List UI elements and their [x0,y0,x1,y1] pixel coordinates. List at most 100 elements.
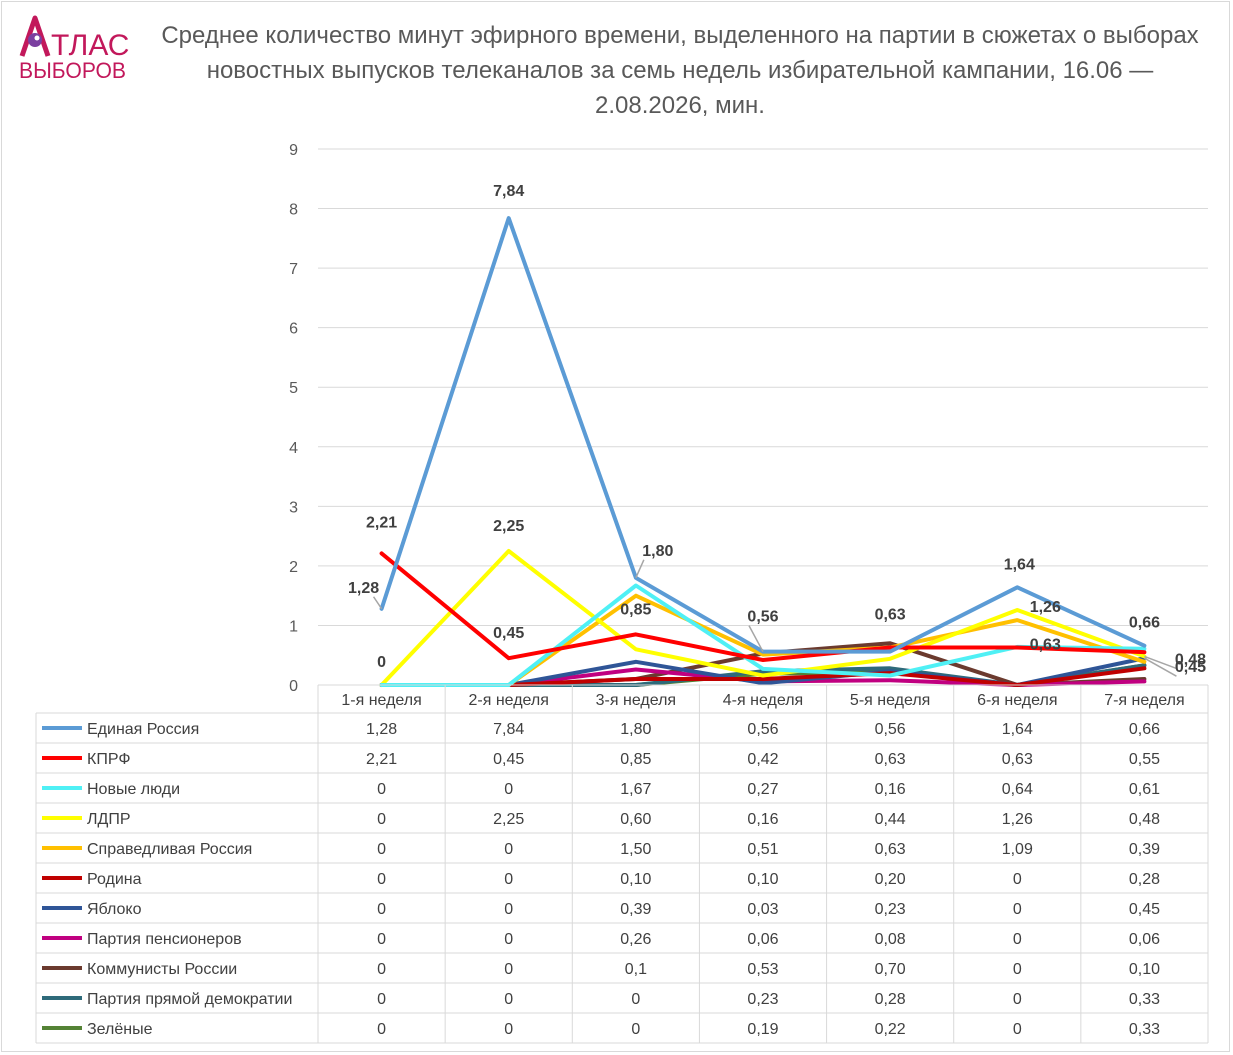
table-cell: 0 [504,781,513,798]
table-cell: 0,26 [620,931,651,948]
data-label: 0 [377,654,386,671]
table-cell: 0 [1013,931,1022,948]
table-cell: 0 [377,991,386,1008]
data-label-leader [1144,655,1177,670]
legend-label: Справедливая Россия [87,841,252,858]
chart-title: Среднее количество минут эфирного времен… [161,22,1199,119]
y-tick-label: 1 [289,618,298,635]
table-cell: 0 [1013,871,1022,888]
table-cell: 0 [504,901,513,918]
table-cell: 0,66 [1129,721,1160,738]
legend-label: Новые люди [87,781,180,798]
data-label: 7,84 [493,183,524,200]
table-cell: 0,56 [875,721,906,738]
table-cell: 0 [504,961,513,978]
legend-label: Яблоко [87,901,142,918]
table-cell: 0,53 [747,961,778,978]
table-cell: 1,80 [620,721,651,738]
legend-label: КПРФ [87,751,130,768]
table-cell: 1,50 [620,841,651,858]
table-cell: 0 [377,931,386,948]
data-label: 0,63 [1030,636,1061,653]
table-cell: 0 [377,811,386,828]
data-label: 1,28 [348,580,379,597]
table-cell: 0,19 [747,1021,778,1038]
gridlines [318,148,1208,626]
series-line-0 [379,216,1147,654]
series-line-1 [379,551,1147,662]
data-table: 1-я неделя 2-я неделя 3-я неделя 4-я неделя… [35,684,1209,1044]
table-cell: 0,33 [1129,1021,1160,1038]
table-cell: 0,28 [875,991,906,1008]
category-label: 1-я неделя [341,692,421,709]
y-tick-label: 0 [289,678,298,695]
table-cell: 0,44 [875,811,906,828]
table-cell: 0,70 [875,961,906,978]
table-cell: 0,56 [747,721,778,738]
table-cell: 0 [377,871,386,888]
category-label: 3-я неделя [596,692,676,709]
table-cell: 0,85 [620,751,651,768]
data-label: 1,26 [1030,599,1061,616]
data-label: 1,64 [1004,556,1035,573]
table-cell: 0,63 [1002,751,1033,768]
table-cell: 0 [504,841,513,858]
table-cell: 7,84 [493,721,524,738]
table-cell: 0,23 [875,901,906,918]
y-tick-label: 9 [289,142,298,159]
table-cell: 1,09 [1002,841,1033,858]
table-cell: 0 [1013,961,1022,978]
table-cell: 0 [631,991,640,1008]
data-label: 0,56 [747,609,778,626]
y-axis-tick-labels: 0 1 2 3 4 5 6 7 8 9 [289,142,298,695]
data-label: 0,85 [620,601,651,618]
category-label: 7-я неделя [1104,692,1184,709]
data-label: 0,63 [875,606,906,623]
table-cell: 2,21 [366,751,397,768]
table-cell: 0,10 [1129,961,1160,978]
table-cell: 0 [631,1021,640,1038]
y-tick-label: 7 [289,261,298,278]
table-cell: 0,39 [620,901,651,918]
table-cell: 1,64 [1002,721,1033,738]
table-cell: 0,51 [747,841,778,858]
table-cell: 0,61 [1129,781,1160,798]
category-label: 4-я неделя [723,692,803,709]
table-cell: 0,48 [1129,811,1160,828]
table-cell: 0 [504,991,513,1008]
table-cell: 0,63 [875,841,906,858]
table-cell: 0 [377,961,386,978]
table-cell: 0,1 [625,961,647,978]
legend-label: Зелёные [87,1021,153,1038]
category-label: 5-я неделя [850,692,930,709]
table-cell: 0,06 [747,931,778,948]
table-cell: 0,63 [875,751,906,768]
data-label: 0,66 [1129,615,1160,632]
legend-label: Родина [87,871,142,888]
y-tick-label: 4 [289,440,298,457]
table-cell: 0,20 [875,871,906,888]
table-cell: 0 [377,781,386,798]
legend-label: Партия прямой демократии [87,991,292,1008]
table-cell: 0,06 [1129,931,1160,948]
table-cell: 0,64 [1002,781,1033,798]
table-cell: 0 [1013,1021,1022,1038]
category-label: 6-я неделя [977,692,1057,709]
data-label: 0,45 [493,625,524,642]
table-cell: 0,45 [1129,901,1160,918]
table-cell: 2,25 [493,811,524,828]
y-tick-label: 8 [289,202,298,219]
table-cell: 0,27 [747,781,778,798]
table-cell: 0,16 [875,781,906,798]
table-cell: 0 [377,901,386,918]
y-tick-label: 5 [289,380,298,397]
table-cell: 1,28 [366,721,397,738]
table-cell: 0 [1013,991,1022,1008]
data-label: 1,80 [642,543,673,560]
data-label-leader [748,625,764,653]
table-cell: 0,10 [620,871,651,888]
table-cell: 1,67 [620,781,651,798]
data-label: 2,21 [366,514,397,531]
y-tick-label: 6 [289,321,298,338]
